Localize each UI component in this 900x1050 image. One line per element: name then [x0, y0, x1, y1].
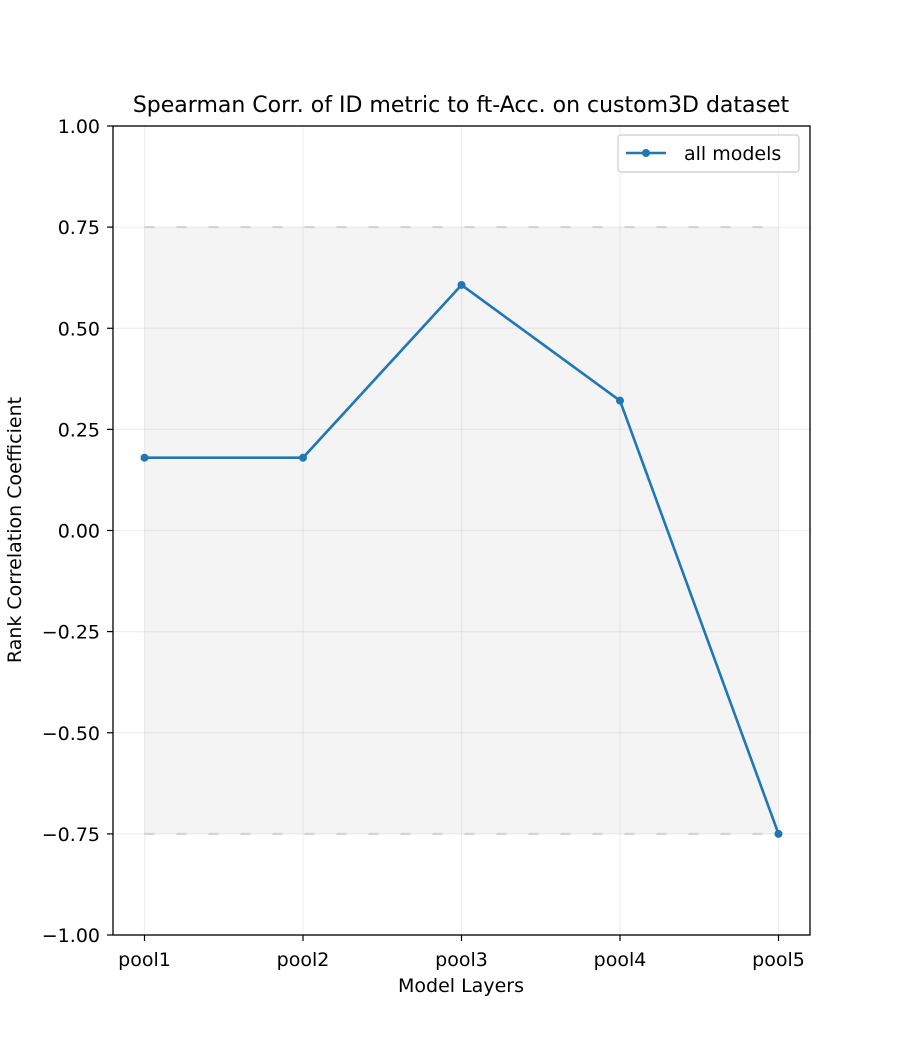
data-point [774, 829, 783, 838]
legend-marker-swatch [642, 149, 650, 157]
band-layer [144, 226, 779, 835]
y-tick-label: 0.50 [58, 318, 100, 340]
legend: all models [617, 134, 800, 173]
grid-layer [113, 125, 810, 936]
y-tick-label: −0.50 [42, 723, 100, 745]
chart-title: Spearman Corr. of ID metric to ft-Acc. o… [133, 93, 790, 118]
x-tick-label: pool4 [594, 949, 647, 971]
x-tick-label: pool2 [277, 949, 330, 971]
threshold-band [144, 227, 779, 834]
y-axis-label: Rank Correlation Coefficient [4, 397, 26, 663]
data-point [457, 280, 466, 289]
data-point [299, 453, 307, 462]
data-point [616, 396, 624, 405]
y-tick-label: −0.75 [42, 824, 100, 846]
data-point [140, 453, 149, 462]
y-tick-layer: −1.00 −0.75 −0.50 −0.25 0.00 0.25 0.50 0.75 1.00 [42, 116, 113, 947]
legend-box [617, 134, 800, 173]
y-tick-label: −0.25 [42, 622, 100, 644]
x-tick-label: pool1 [118, 949, 171, 971]
legend-label: all models [684, 143, 781, 165]
series-layer [140, 280, 783, 838]
y-tick-label: −1.00 [42, 925, 100, 947]
y-tick-label: 0.00 [58, 521, 100, 543]
y-tick-label: 1.00 [58, 116, 100, 138]
x-tick-label: pool5 [752, 949, 805, 971]
y-tick-label: 0.25 [58, 419, 100, 441]
y-tick-label: 0.75 [58, 217, 100, 239]
x-tick-layer: pool1 pool2 pool3 pool4 pool5 [118, 935, 805, 971]
x-axis-label: Model Layers [398, 975, 524, 997]
x-tick-label: pool3 [435, 949, 488, 971]
